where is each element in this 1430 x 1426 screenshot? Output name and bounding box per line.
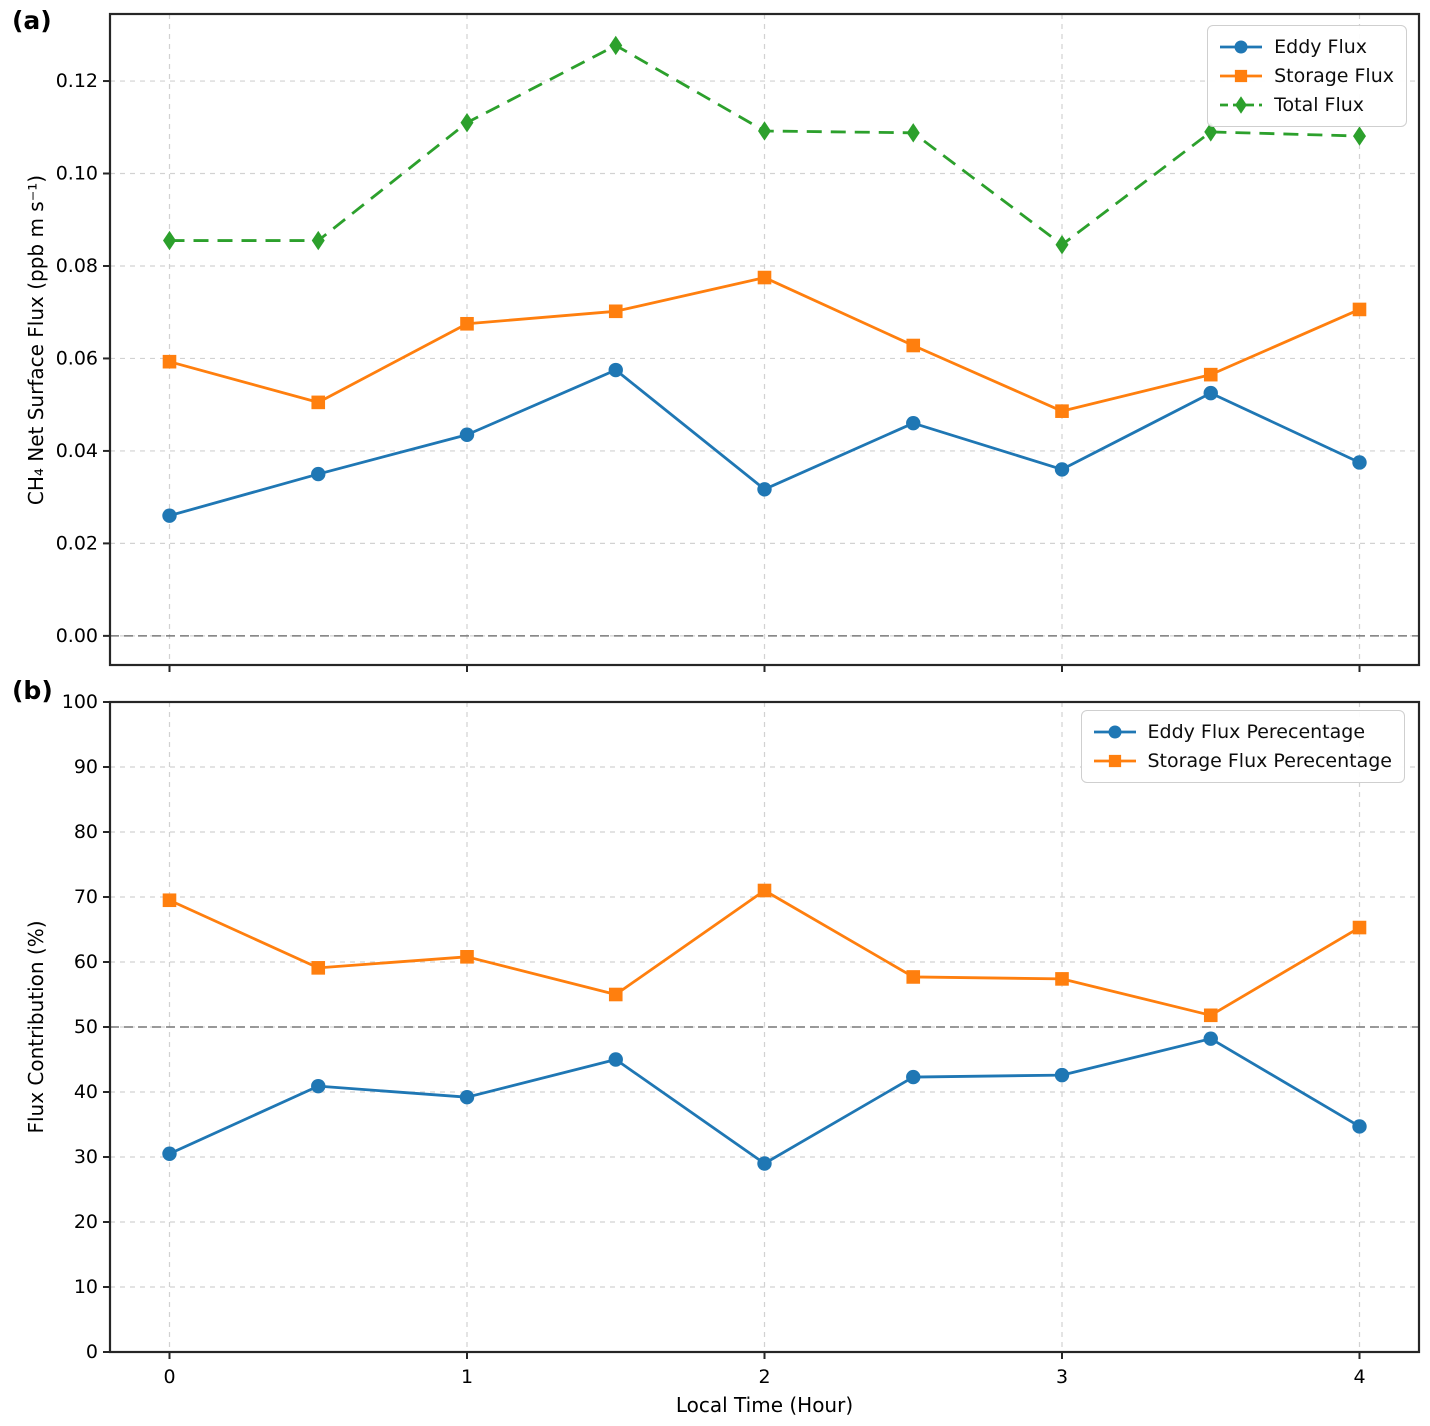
svg-text:4: 4: [1353, 1366, 1365, 1388]
legend-label-total-flux: Total Flux: [1274, 94, 1365, 116]
legend-label-eddy-flux: Eddy Flux: [1274, 36, 1368, 58]
panel-b-chart: 0 10 20 30 40 50 60 70 80 90 100 0 1 2 3 4: [62, 691, 1421, 1388]
svg-text:80: 80: [74, 821, 98, 843]
eddy-flux-line-icon: [1220, 40, 1263, 54]
series-eddy-flux: [162, 362, 1367, 523]
axis-ticks: [103, 701, 1361, 1359]
legend-label-storage-flux: Storage Flux: [1274, 65, 1394, 87]
panel-b-y-axis-title: Flux Contribution (%): [24, 920, 48, 1134]
svg-text:20: 20: [74, 1211, 98, 1233]
legend-item-storage-flux: Storage Flux: [1218, 63, 1394, 89]
svg-text:0.00: 0.00: [56, 625, 98, 647]
svg-text:2: 2: [758, 1366, 770, 1388]
legend-item-eddy-flux-percentage: Eddy Flux Perecentage: [1092, 719, 1393, 745]
svg-text:0.04: 0.04: [56, 440, 98, 462]
legend-label-storage-flux-percentage: Storage Flux Perecentage: [1147, 750, 1393, 772]
svg-text:0: 0: [163, 1366, 175, 1388]
series-eddy-flux-perecentage: [162, 1031, 1367, 1171]
svg-text:90: 90: [74, 756, 98, 778]
svg-text:50: 50: [74, 1016, 98, 1038]
svg-text:100: 100: [62, 691, 98, 713]
svg-text:70: 70: [74, 886, 98, 908]
panel-b-label: (b): [12, 676, 53, 705]
panel-a-chart: 0.00 0.02 0.04 0.06 0.08 0.10 0.12: [56, 12, 1421, 672]
svg-text:60: 60: [74, 951, 98, 973]
svg-text:0.12: 0.12: [56, 70, 98, 92]
panel-a-legend: Eddy Flux Storage Flux Total Flux: [1207, 25, 1407, 127]
svg-text:30: 30: [74, 1146, 98, 1168]
tick-labels: 0.00 0.02 0.04 0.06 0.08 0.10 0.12: [56, 70, 98, 647]
panel-a-y-axis-title: CH₄ Net Surface Flux (ppb m s⁻¹): [24, 174, 48, 506]
svg-text:10: 10: [74, 1276, 98, 1298]
series-storage-flux: [162, 270, 1367, 418]
panel-b-legend: Eddy Flux Perecentage Storage Flux Perec…: [1080, 710, 1405, 783]
svg-text:0.06: 0.06: [56, 347, 98, 369]
svg-text:0: 0: [86, 1341, 98, 1363]
axis-ticks: [103, 80, 1361, 672]
legend-item-storage-flux-percentage: Storage Flux Perecentage: [1092, 748, 1393, 774]
storage-flux-line-icon: [1220, 69, 1263, 83]
svg-text:0.02: 0.02: [56, 532, 98, 554]
series-total-flux: [163, 35, 1366, 255]
svg-text:40: 40: [74, 1081, 98, 1103]
x-axis-title: Local Time (Hour): [675, 1393, 854, 1417]
tick-labels: 0 10 20 30 40 50 60 70 80 90 100 0 1 2 3 4: [62, 691, 1366, 1388]
gridlines: [110, 14, 1419, 665]
legend-item-total-flux: Total Flux: [1218, 92, 1394, 118]
legend-item-eddy-flux: Eddy Flux: [1218, 34, 1394, 60]
svg-text:1: 1: [461, 1366, 473, 1388]
series-storage-flux-perecentage: [162, 883, 1367, 1023]
svg-text:3: 3: [1056, 1366, 1068, 1388]
panel-a-label: (a): [12, 6, 52, 35]
total-flux-line-icon: [1220, 96, 1263, 114]
svg-text:0.10: 0.10: [56, 163, 98, 185]
storage-flux-percentage-line-icon: [1093, 754, 1136, 768]
legend-label-eddy-flux-percentage: Eddy Flux Perecentage: [1147, 721, 1366, 743]
eddy-flux-percentage-line-icon: [1093, 725, 1136, 739]
svg-text:0.08: 0.08: [56, 255, 98, 277]
